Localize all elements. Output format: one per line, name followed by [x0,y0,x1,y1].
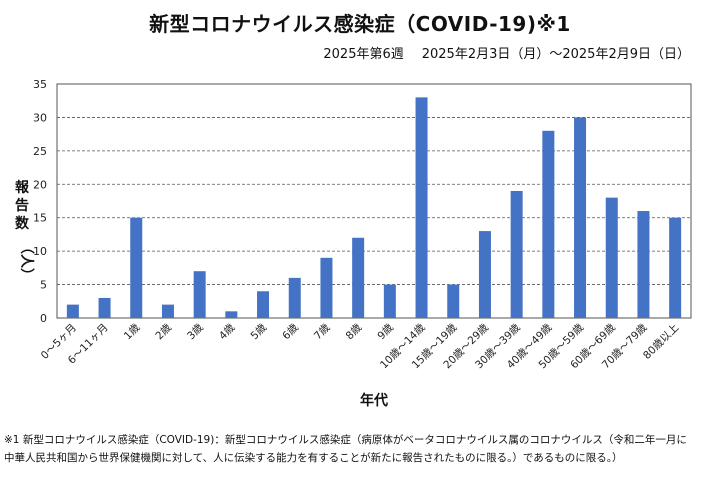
y-tick-label: 20 [33,178,47,191]
x-tick-label: 8歳 [344,321,365,342]
bar [288,277,301,318]
x-tick-label: 3歳 [185,321,206,342]
bar [574,117,587,318]
bar [98,297,111,318]
x-axis-label: 年代 [360,392,388,409]
x-tick-label: 2歳 [153,321,174,342]
bar [66,304,79,318]
x-tick-label: 1歳 [122,321,143,342]
footnote-line-2: 中華人民共和国から世界保健機関に対して、人に伝染する能力を有することが新たに報告… [4,452,623,464]
bar [542,130,555,318]
subtitle-week: 2025年第6週 [323,47,404,62]
bar [447,284,460,318]
bar [320,257,333,318]
chart-subtitle: 2025年第6週 2025年2月3日（月）〜2025年2月9日（日） [323,43,690,62]
bar [161,304,174,318]
y-tick-label: 30 [33,111,47,124]
bar [383,284,396,318]
footnote: ※1 新型コロナウイルス感染症（COVID-19)：新型コロナウイルス感染症（病… [4,431,718,467]
x-tick-label: 4歳 [217,321,238,342]
bar [352,237,365,318]
y-tick-label: 0 [40,312,47,325]
y-axis-label-char: 数 [15,215,30,232]
plot-frame [56,83,692,319]
y-tick-label: 10 [33,245,47,258]
bar [605,197,618,318]
y-axis-label-char: 報 [15,179,30,196]
y-tick-label: 35 [33,78,47,91]
bar [510,190,523,318]
bar [193,271,206,318]
bar [225,311,238,318]
chart-title: 新型コロナウイルス感染症（COVID-19)※1 [149,12,571,36]
bar [637,211,650,318]
footnote-line-1: ※1 新型コロナウイルス感染症（COVID-19)：新型コロナウイルス感染症（病… [4,434,687,446]
x-tick-label: 9歳 [375,321,396,342]
x-tick-label: 7歳 [312,321,333,342]
x-tick-label: 6歳 [280,321,301,342]
y-tick-label: 15 [33,212,47,225]
y-tick-label: 25 [33,145,47,158]
y-tick-label: 5 [40,279,47,292]
y-axis-label-char: 告 [15,197,29,214]
bar [478,231,491,318]
bar [415,97,428,318]
bar [257,291,270,318]
bar [130,217,143,318]
bar [669,217,682,318]
x-tick-label: 5歳 [249,321,270,342]
subtitle-dates: 2025年2月3日（月）〜2025年2月9日（日） [421,47,690,62]
y-axis-label-unit: （人） [18,240,35,282]
